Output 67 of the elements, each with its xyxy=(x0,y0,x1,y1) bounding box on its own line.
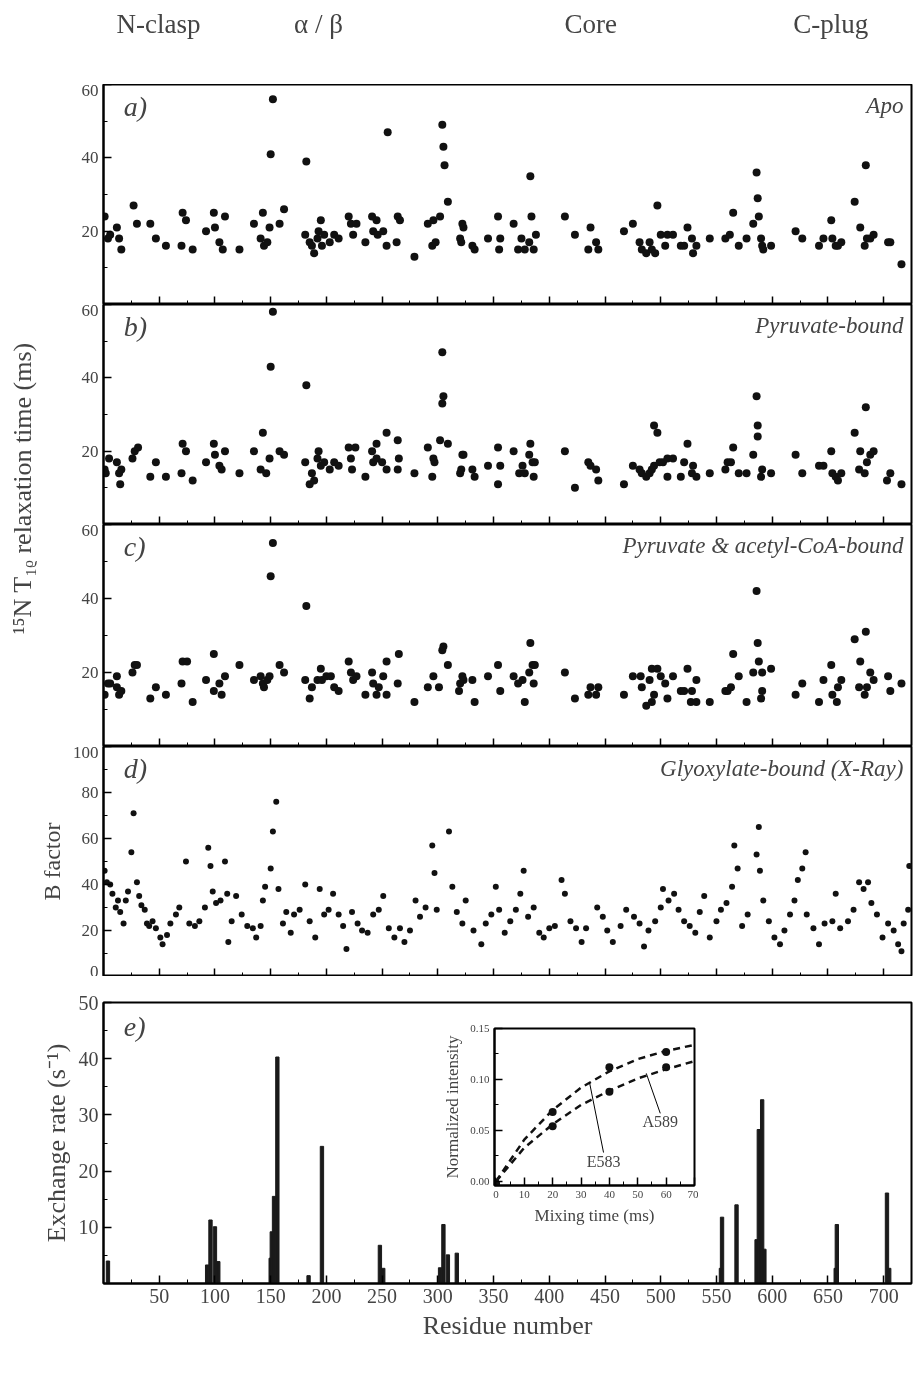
y-tick-label: 30 xyxy=(78,1103,99,1126)
y-tick-label: 50 xyxy=(78,991,99,1014)
annotation: E583 xyxy=(586,1152,621,1170)
y-tick-label: 100 xyxy=(73,742,99,762)
x-tick-label: 30 xyxy=(575,1187,588,1200)
x-tick-label: 500 xyxy=(645,1284,676,1307)
y-tick-label: 20 xyxy=(81,441,99,461)
y-tick-label: 20 xyxy=(81,921,99,940)
y-tick-label: 10 xyxy=(78,1216,99,1239)
x-tick-label: 450 xyxy=(590,1284,621,1307)
x-tick-label: 70 xyxy=(687,1187,699,1200)
x-tick-label: 200 xyxy=(311,1284,342,1307)
y-axis-title: Normalized intensity xyxy=(443,1034,463,1179)
x-tick-label: 60 xyxy=(660,1187,673,1200)
x-tick-label: 100 xyxy=(199,1284,230,1307)
x-tick-label: 50 xyxy=(632,1187,644,1200)
y-tick-label: 40 xyxy=(81,589,99,608)
y-tick-label: 0.10 xyxy=(470,1072,490,1085)
y-tick-label: 60 xyxy=(81,80,99,100)
x-tick-label: 400 xyxy=(534,1284,565,1307)
x-tick-label: 150 xyxy=(255,1284,286,1307)
y-tick-label: 40 xyxy=(81,875,99,894)
annotation: c) xyxy=(123,531,146,563)
annotation: Pyruvate-bound xyxy=(754,313,904,339)
x-tick-label: 600 xyxy=(757,1284,788,1307)
y-tick-label: 40 xyxy=(78,1047,99,1070)
annotation: Apo xyxy=(864,93,904,119)
x-tick-label: 350 xyxy=(478,1284,509,1307)
x-tick-label: 650 xyxy=(812,1284,843,1307)
x-axis-title: Mixing time (ms) xyxy=(534,1205,655,1225)
y-axis-title: Exchange rate (s⁻¹) xyxy=(41,1043,71,1243)
annotation: e) xyxy=(123,1010,146,1042)
x-tick-label: 700 xyxy=(868,1284,899,1307)
y-tick-label: 0.15 xyxy=(470,1022,490,1034)
x-tick-label: 300 xyxy=(422,1284,453,1307)
y-tick-label: 0.00 xyxy=(470,1174,490,1187)
y-tick-label: 20 xyxy=(81,221,99,241)
y-tick-label: 60 xyxy=(81,829,99,848)
y-tick-label: 40 xyxy=(81,368,99,388)
annotation: b) xyxy=(123,311,148,343)
annotation: Glyoxylate-bound (X-Ray) xyxy=(660,755,904,781)
y-tick-label: 20 xyxy=(81,663,99,682)
y-tick-label: 60 xyxy=(81,300,99,320)
text: Core xyxy=(564,9,617,40)
annotation: A589 xyxy=(642,1113,679,1131)
x-axis-title: Residue number xyxy=(422,1310,593,1340)
y-tick-label: 40 xyxy=(81,148,99,168)
text: N-clasp xyxy=(116,9,201,40)
x-tick-label: 10 xyxy=(518,1187,531,1200)
x-tick-label: 40 xyxy=(603,1187,616,1200)
x-tick-label: 550 xyxy=(701,1284,732,1307)
annotation: Pyruvate & acetyl-CoA-bound xyxy=(621,533,904,559)
x-tick-label: 250 xyxy=(367,1284,398,1307)
y-tick-label: 80 xyxy=(81,783,99,802)
y-tick-label: 20 xyxy=(78,1160,99,1183)
text: C-plug xyxy=(793,9,869,40)
y-axis-title: B factor xyxy=(39,822,65,901)
x-tick-label: 20 xyxy=(547,1187,559,1200)
y-tick-label: 60 xyxy=(81,520,99,540)
annotation: d) xyxy=(123,753,148,785)
x-tick-label: 50 xyxy=(149,1284,170,1307)
y-axis-title: ¹⁵N T₁ᵨ relaxation time (ms) xyxy=(8,342,37,635)
y-tick-label: 0 xyxy=(90,961,99,981)
annotation: a) xyxy=(123,91,148,123)
y-tick-label: 0.05 xyxy=(470,1123,490,1136)
text: α / β xyxy=(293,9,343,40)
x-tick-label: 0 xyxy=(493,1187,500,1200)
